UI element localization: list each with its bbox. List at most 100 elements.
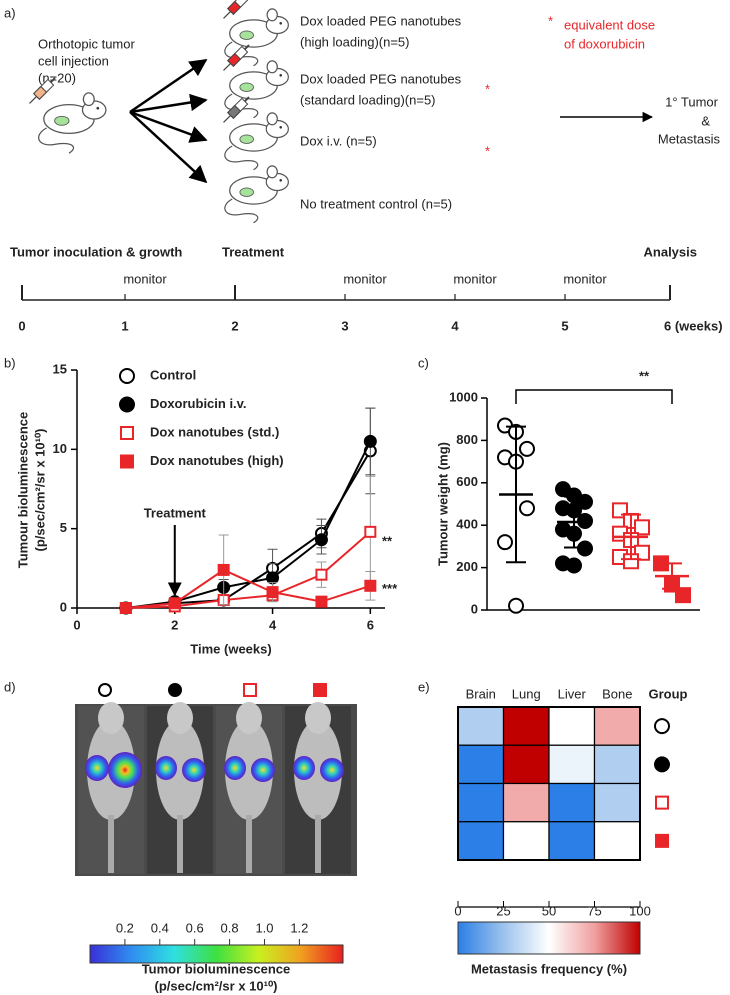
heatmap-cell: [502, 706, 550, 746]
data-point: [315, 595, 328, 608]
row-marker: [655, 795, 669, 810]
syringe-icon: [223, 44, 250, 71]
label: Tumor inoculation & growth: [10, 244, 182, 259]
heatmap-cell: [593, 821, 641, 861]
label: monitor: [123, 271, 167, 286]
data-point: [266, 586, 279, 599]
data-point: [634, 519, 650, 536]
colorbar-tick-label: 75: [587, 903, 601, 918]
syringe-plunger: [244, 44, 250, 50]
heatmap-cell: [548, 744, 596, 785]
panel-label: e): [418, 679, 430, 694]
data-point: [168, 597, 181, 610]
syringe-needle: [223, 62, 232, 71]
legend-marker: [120, 454, 134, 469]
mouse-tail: [38, 127, 75, 154]
y-tick-label: 400: [456, 517, 478, 532]
y-tick-label: 0: [60, 599, 67, 614]
data-point: [315, 568, 328, 581]
label: monitor: [453, 271, 497, 286]
arrow: [129, 111, 208, 184]
label: Metastasis: [658, 131, 721, 146]
y-tick-label: 200: [456, 559, 478, 574]
heatmap-cell: [593, 706, 641, 746]
mouse-tail: [246, 815, 252, 873]
syringe-icon: [223, 0, 249, 19]
colorbar-tick-label: 0.6: [186, 920, 204, 935]
arrow: [129, 58, 208, 114]
row-marker: [654, 718, 670, 735]
data-point: [119, 602, 132, 614]
mouse-tail: [108, 815, 114, 873]
heatmap-cell: [548, 821, 596, 861]
label: monitor: [563, 271, 607, 286]
signal: [251, 758, 275, 782]
group-marker: [313, 683, 327, 697]
heatmap-cell: [502, 821, 550, 861]
significance-bracket: [515, 389, 673, 404]
y-tick-label: 5: [60, 520, 67, 535]
arrow: [129, 93, 208, 114]
syringe-needle: [223, 10, 232, 19]
colorbar-title: (p/sec/cm²/sr x 10¹⁰): [155, 978, 278, 993]
label: 4: [451, 318, 459, 333]
arrow: [129, 110, 208, 143]
signal: [224, 756, 246, 780]
panel-label: c): [418, 355, 429, 370]
heatmap-border: [457, 706, 641, 861]
label: 3: [341, 318, 348, 333]
colorbar-title: Tumor bioluminescence: [142, 961, 291, 976]
colorbar: [89, 944, 344, 964]
data-point: [364, 579, 377, 592]
legend-label: Doxorubicin i.v.: [150, 396, 247, 411]
data-point: [314, 533, 328, 547]
label: Dox loaded PEG nanotubes: [300, 13, 462, 28]
y-axis-title: (p/sec/cm²/sr x 10¹⁰): [32, 429, 47, 552]
tumor: [239, 187, 254, 197]
legend-marker: [119, 396, 135, 413]
heatmap-cell: [593, 744, 641, 785]
mouse-icon: [224, 60, 289, 119]
legend-label: Control: [150, 367, 196, 382]
y-tick-label: 0: [471, 601, 478, 616]
mouse-icon: [224, 112, 289, 171]
colorbar-tick-label: 0.4: [151, 920, 169, 935]
mouse-head: [305, 702, 331, 734]
syringe-needle: [29, 95, 38, 104]
label: (high loading)(n=5): [300, 34, 409, 49]
label: Dox loaded PEG nanotubes: [300, 71, 462, 86]
tumor: [239, 134, 254, 144]
signal: [108, 752, 142, 788]
x-tick-label: 2: [171, 617, 178, 632]
panel-label: a): [4, 5, 16, 20]
mouse-head: [167, 702, 193, 734]
heatmap-cell: [502, 744, 550, 785]
label: &: [701, 113, 710, 128]
heatmap-cell: [457, 744, 505, 785]
mouse-tail: [224, 198, 259, 224]
mouse-tail: [224, 145, 259, 171]
data-point: [497, 534, 513, 551]
label: of doxorubicin: [564, 36, 645, 51]
tumor: [239, 30, 254, 40]
data-point: [577, 540, 593, 557]
mouse-ear: [82, 92, 95, 107]
syringe-needle: [223, 114, 232, 123]
data-point: [519, 500, 535, 517]
mouse-ear: [266, 8, 278, 22]
label: monitor: [343, 271, 387, 286]
legend-label: Dox nanotubes (high): [150, 453, 284, 468]
data-point: [363, 434, 377, 448]
column-label: Brain: [466, 686, 496, 701]
colorbar-tick-label: 0.8: [221, 920, 239, 935]
signal: [182, 758, 206, 782]
heatmap-cell: [457, 706, 505, 746]
signal: [293, 756, 315, 780]
series-line: [125, 450, 372, 609]
mouse-tail: [177, 815, 183, 873]
mouse-eye: [279, 179, 282, 182]
heatmap-cell: [502, 782, 550, 823]
mouse-silhouette: [294, 720, 342, 820]
syringe-icon: [223, 96, 250, 123]
